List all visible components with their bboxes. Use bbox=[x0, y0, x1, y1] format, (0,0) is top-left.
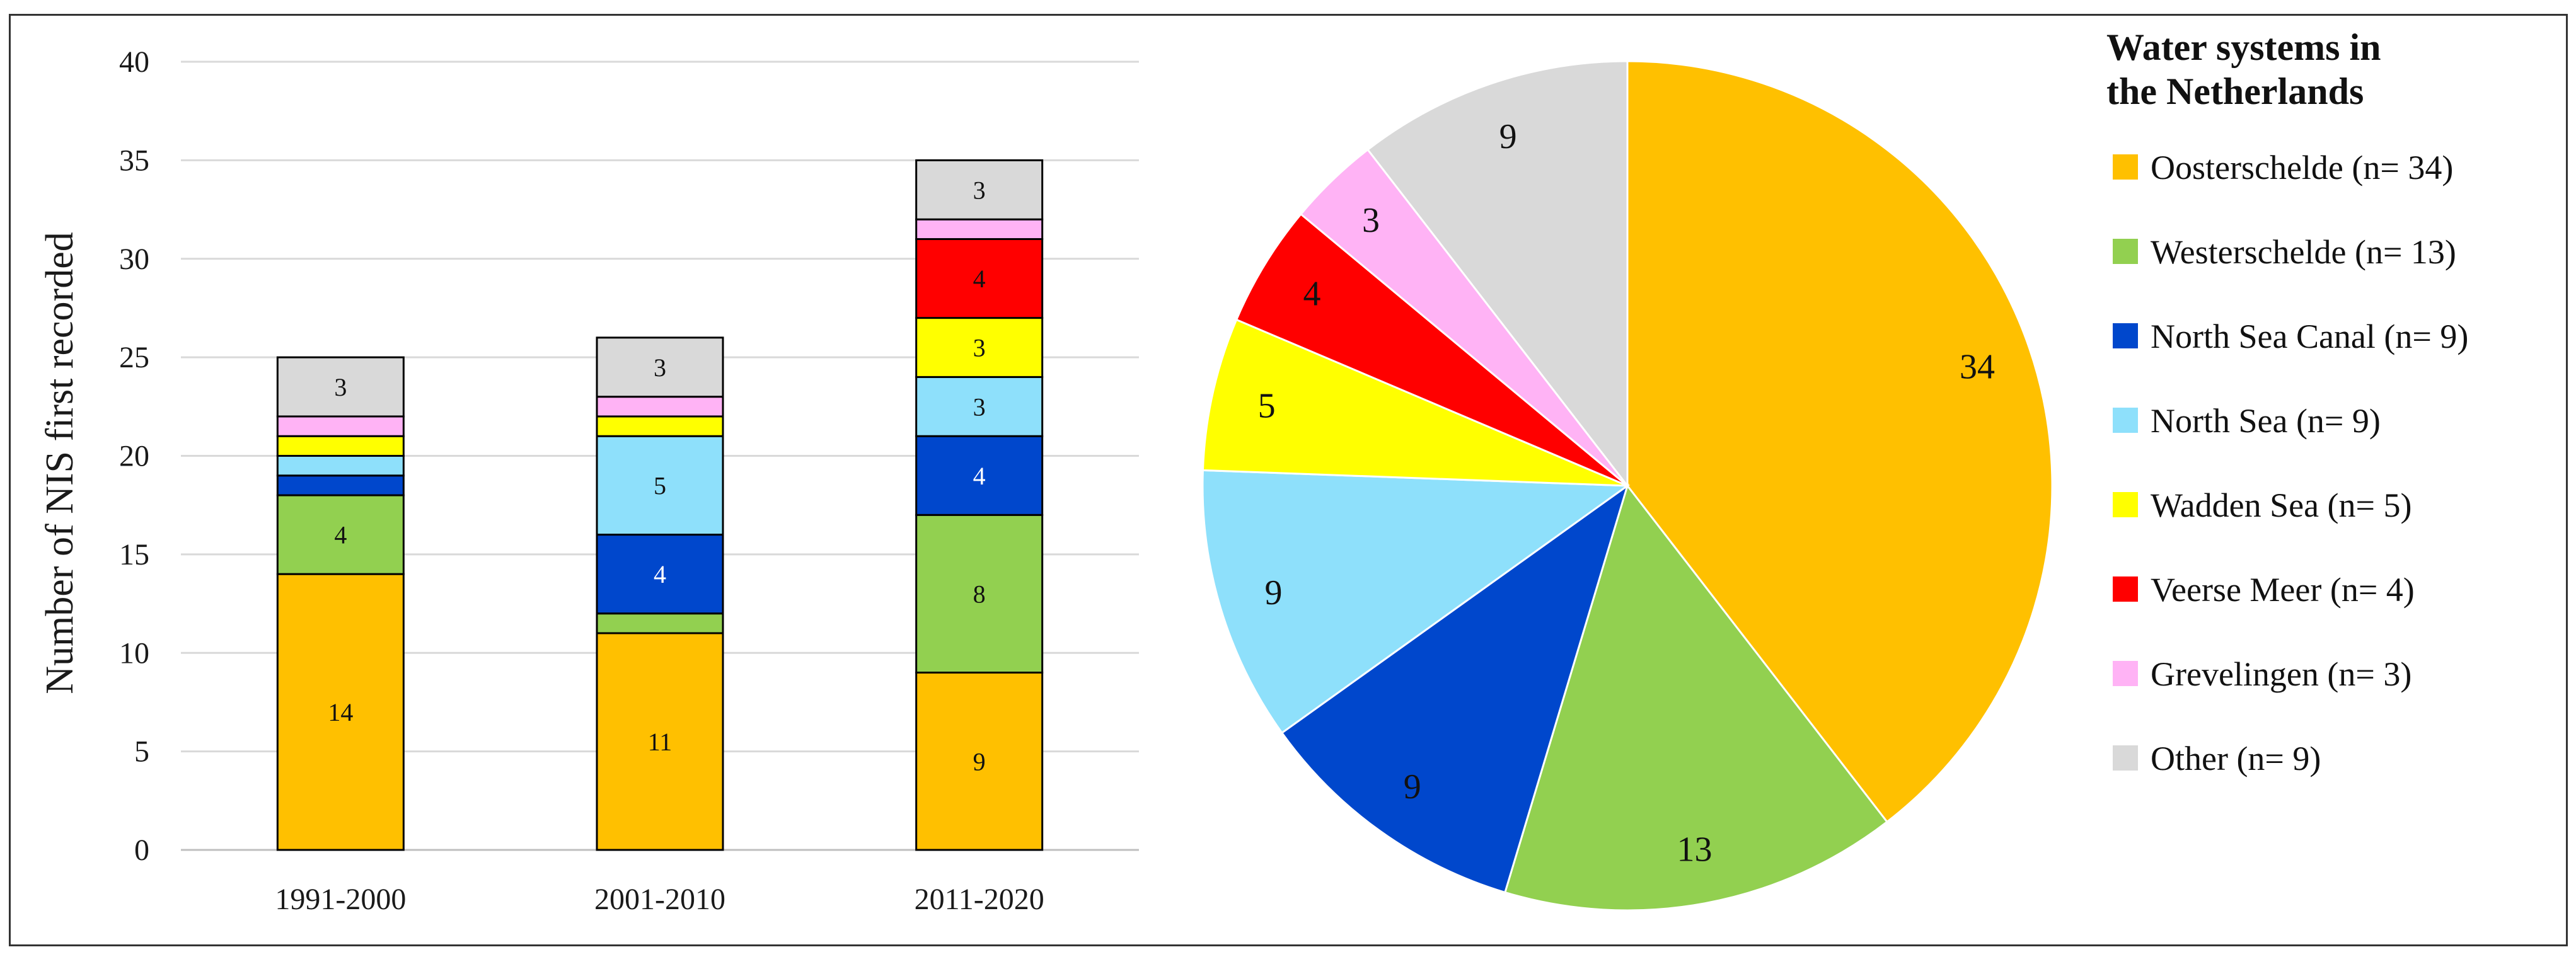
pie-data-label-grevelingen: 3 bbox=[1362, 201, 1380, 240]
bar-chart-x-ticks: 1991-2000 2001-2010 2011-2020 bbox=[275, 883, 1044, 916]
bar-segment-grevelingen-1991-2000 bbox=[276, 415, 405, 437]
y-tick-label-30: 30 bbox=[119, 243, 149, 276]
legend-swatch-grevelingen bbox=[2113, 661, 2138, 686]
bar-data-label-other-1991-2000: 3 bbox=[334, 373, 347, 401]
bar-segment-north-sea-canal-2011-2020 bbox=[915, 435, 1044, 516]
legend-label-other: Other (n= 9) bbox=[2151, 740, 2321, 777]
y-tick-label-5: 5 bbox=[134, 735, 149, 769]
bar-segment-westerschelde-2001-2010 bbox=[596, 612, 724, 634]
bar-data-label-veerse-meer-2011-2020: 4 bbox=[973, 265, 986, 293]
pie-data-label-north-sea: 9 bbox=[1264, 573, 1282, 612]
pie-slice-wadden-sea bbox=[1201, 318, 1628, 487]
legend-swatch-westerschelde bbox=[2113, 239, 2138, 264]
bar-data-label-wadden-sea-2011-2020: 3 bbox=[973, 333, 986, 362]
legend-swatch-north-sea-canal bbox=[2113, 323, 2138, 348]
y-tick-label-25: 25 bbox=[119, 341, 149, 374]
pie-data-label-other: 9 bbox=[1499, 117, 1517, 156]
bar-data-label-westerschelde-1991-2000: 4 bbox=[334, 521, 347, 549]
y-tick-label-0: 0 bbox=[134, 834, 149, 867]
legend-label-north-sea-canal: North Sea Canal (n= 9) bbox=[2151, 318, 2468, 355]
y-tick-label-20: 20 bbox=[119, 440, 149, 473]
legend-swatch-oosterschelde bbox=[2113, 154, 2138, 180]
legend-items: Oosterschelde (n= 34) Westerschelde (n= 1… bbox=[2113, 149, 2468, 777]
legend-title-line-1: Water systems in bbox=[2106, 26, 2381, 68]
legend-title-line-2: the Netherlands bbox=[2106, 71, 2364, 112]
bar-segment-north-sea-1991-2000 bbox=[276, 455, 405, 477]
pie-slice-other bbox=[1366, 60, 1629, 489]
figure-panel: 0 5 10 15 20 25 30 35 40 14 4 3 11 4 5 3 9 8 4 3 3 4 3 1991-2… bbox=[9, 14, 2568, 946]
legend-swatch-north-sea bbox=[2113, 408, 2138, 433]
bar-data-label-westerschelde-2011-2020: 8 bbox=[973, 580, 986, 608]
pie-slice-north-sea-canal bbox=[1280, 483, 1629, 894]
bar-segment-north-sea-canal-1991-2000 bbox=[276, 474, 405, 496]
bar-chart-y-axis-title: Number of NIS first recorded bbox=[38, 232, 81, 694]
bar-segment-wadden-sea-2001-2010 bbox=[596, 415, 724, 437]
bar-data-label-north-sea-canal-2011-2020: 4 bbox=[973, 462, 986, 490]
bar-chart-stacks: 14 4 3 11 4 5 3 9 8 4 3 3 4 3 bbox=[276, 159, 1044, 851]
bar-segment-wadden-sea-1991-2000 bbox=[276, 435, 405, 457]
bar-data-label-north-sea-2001-2010: 5 bbox=[654, 471, 666, 500]
x-tick-label-2001-2010: 2001-2010 bbox=[594, 883, 725, 916]
pie-data-label-oosterschelde: 34 bbox=[1960, 348, 1995, 387]
bar-segment-other-2011-2020 bbox=[915, 159, 1044, 221]
legend-label-oosterschelde: Oosterschelde (n= 34) bbox=[2151, 149, 2453, 186]
legend-swatch-other bbox=[2113, 745, 2138, 771]
bar-segment-other-1991-2000 bbox=[276, 356, 405, 418]
bar-segment-grevelingen-2001-2010 bbox=[596, 396, 724, 418]
y-tick-label-40: 40 bbox=[119, 45, 149, 79]
pie-slice-westerschelde bbox=[1503, 483, 1889, 912]
x-tick-label-1991-2000: 1991-2000 bbox=[275, 883, 406, 916]
pie-slice-oosterschelde bbox=[1626, 60, 2053, 823]
bar-data-label-other-2001-2010: 3 bbox=[654, 353, 666, 382]
pie-slice-north-sea bbox=[1201, 469, 1631, 735]
bar-segment-north-sea-2001-2010 bbox=[596, 435, 724, 536]
legend: Water systems in the Netherlands Oosters… bbox=[2106, 26, 2468, 777]
bar-segment-oosterschelde-2011-2020 bbox=[915, 672, 1044, 851]
pie-data-label-north-sea-canal: 9 bbox=[1404, 767, 1421, 806]
bar-segment-oosterschelde-2001-2010 bbox=[596, 632, 724, 851]
y-tick-label-35: 35 bbox=[119, 144, 149, 177]
legend-label-grevelingen: Grevelingen (n= 3) bbox=[2151, 655, 2411, 693]
legend-swatch-wadden-sea bbox=[2113, 492, 2138, 517]
y-tick-label-15: 15 bbox=[119, 538, 149, 571]
bar-segment-grevelingen-2011-2020 bbox=[915, 218, 1044, 240]
x-tick-label-2011-2020: 2011-2020 bbox=[915, 883, 1044, 916]
pie-data-label-westerschelde: 13 bbox=[1677, 830, 1713, 869]
pie-data-label-wadden-sea: 5 bbox=[1258, 387, 1276, 426]
bar-segment-wadden-sea-2011-2020 bbox=[915, 317, 1044, 378]
legend-swatch-veerse-meer bbox=[2113, 576, 2138, 602]
pie-chart: 34 13 9 9 5 4 3 9 bbox=[1201, 60, 2053, 912]
bar-data-label-north-sea-canal-2001-2010: 4 bbox=[654, 560, 666, 588]
bar-segment-oosterschelde-1991-2000 bbox=[276, 573, 405, 851]
bar-segment-westerschelde-2011-2020 bbox=[915, 513, 1044, 674]
legend-label-wadden-sea: Wadden Sea (n= 5) bbox=[2151, 486, 2411, 524]
pie-data-label-veerse-meer: 4 bbox=[1303, 275, 1320, 314]
bar-data-label-oosterschelde-1991-2000: 14 bbox=[328, 698, 353, 726]
y-tick-label-10: 10 bbox=[119, 636, 149, 670]
bar-chart-y-ticks: 0 5 10 15 20 25 30 35 40 bbox=[119, 45, 149, 867]
bar-segment-westerschelde-1991-2000 bbox=[276, 494, 405, 575]
bar-data-label-north-sea-2011-2020: 3 bbox=[973, 393, 986, 421]
pie-slice-veerse-meer bbox=[1235, 212, 1628, 487]
bar-data-label-oosterschelde-2011-2020: 9 bbox=[973, 747, 986, 776]
bar-segment-other-2001-2010 bbox=[596, 336, 724, 398]
bar-data-label-oosterschelde-2001-2010: 11 bbox=[648, 728, 673, 756]
legend-label-north-sea: North Sea (n= 9) bbox=[2151, 402, 2381, 440]
legend-label-westerschelde: Westerschelde (n= 13) bbox=[2151, 233, 2456, 271]
bar-data-label-other-2011-2020: 3 bbox=[973, 176, 986, 204]
legend-label-veerse-meer: Veerse Meer (n= 4) bbox=[2151, 571, 2415, 609]
